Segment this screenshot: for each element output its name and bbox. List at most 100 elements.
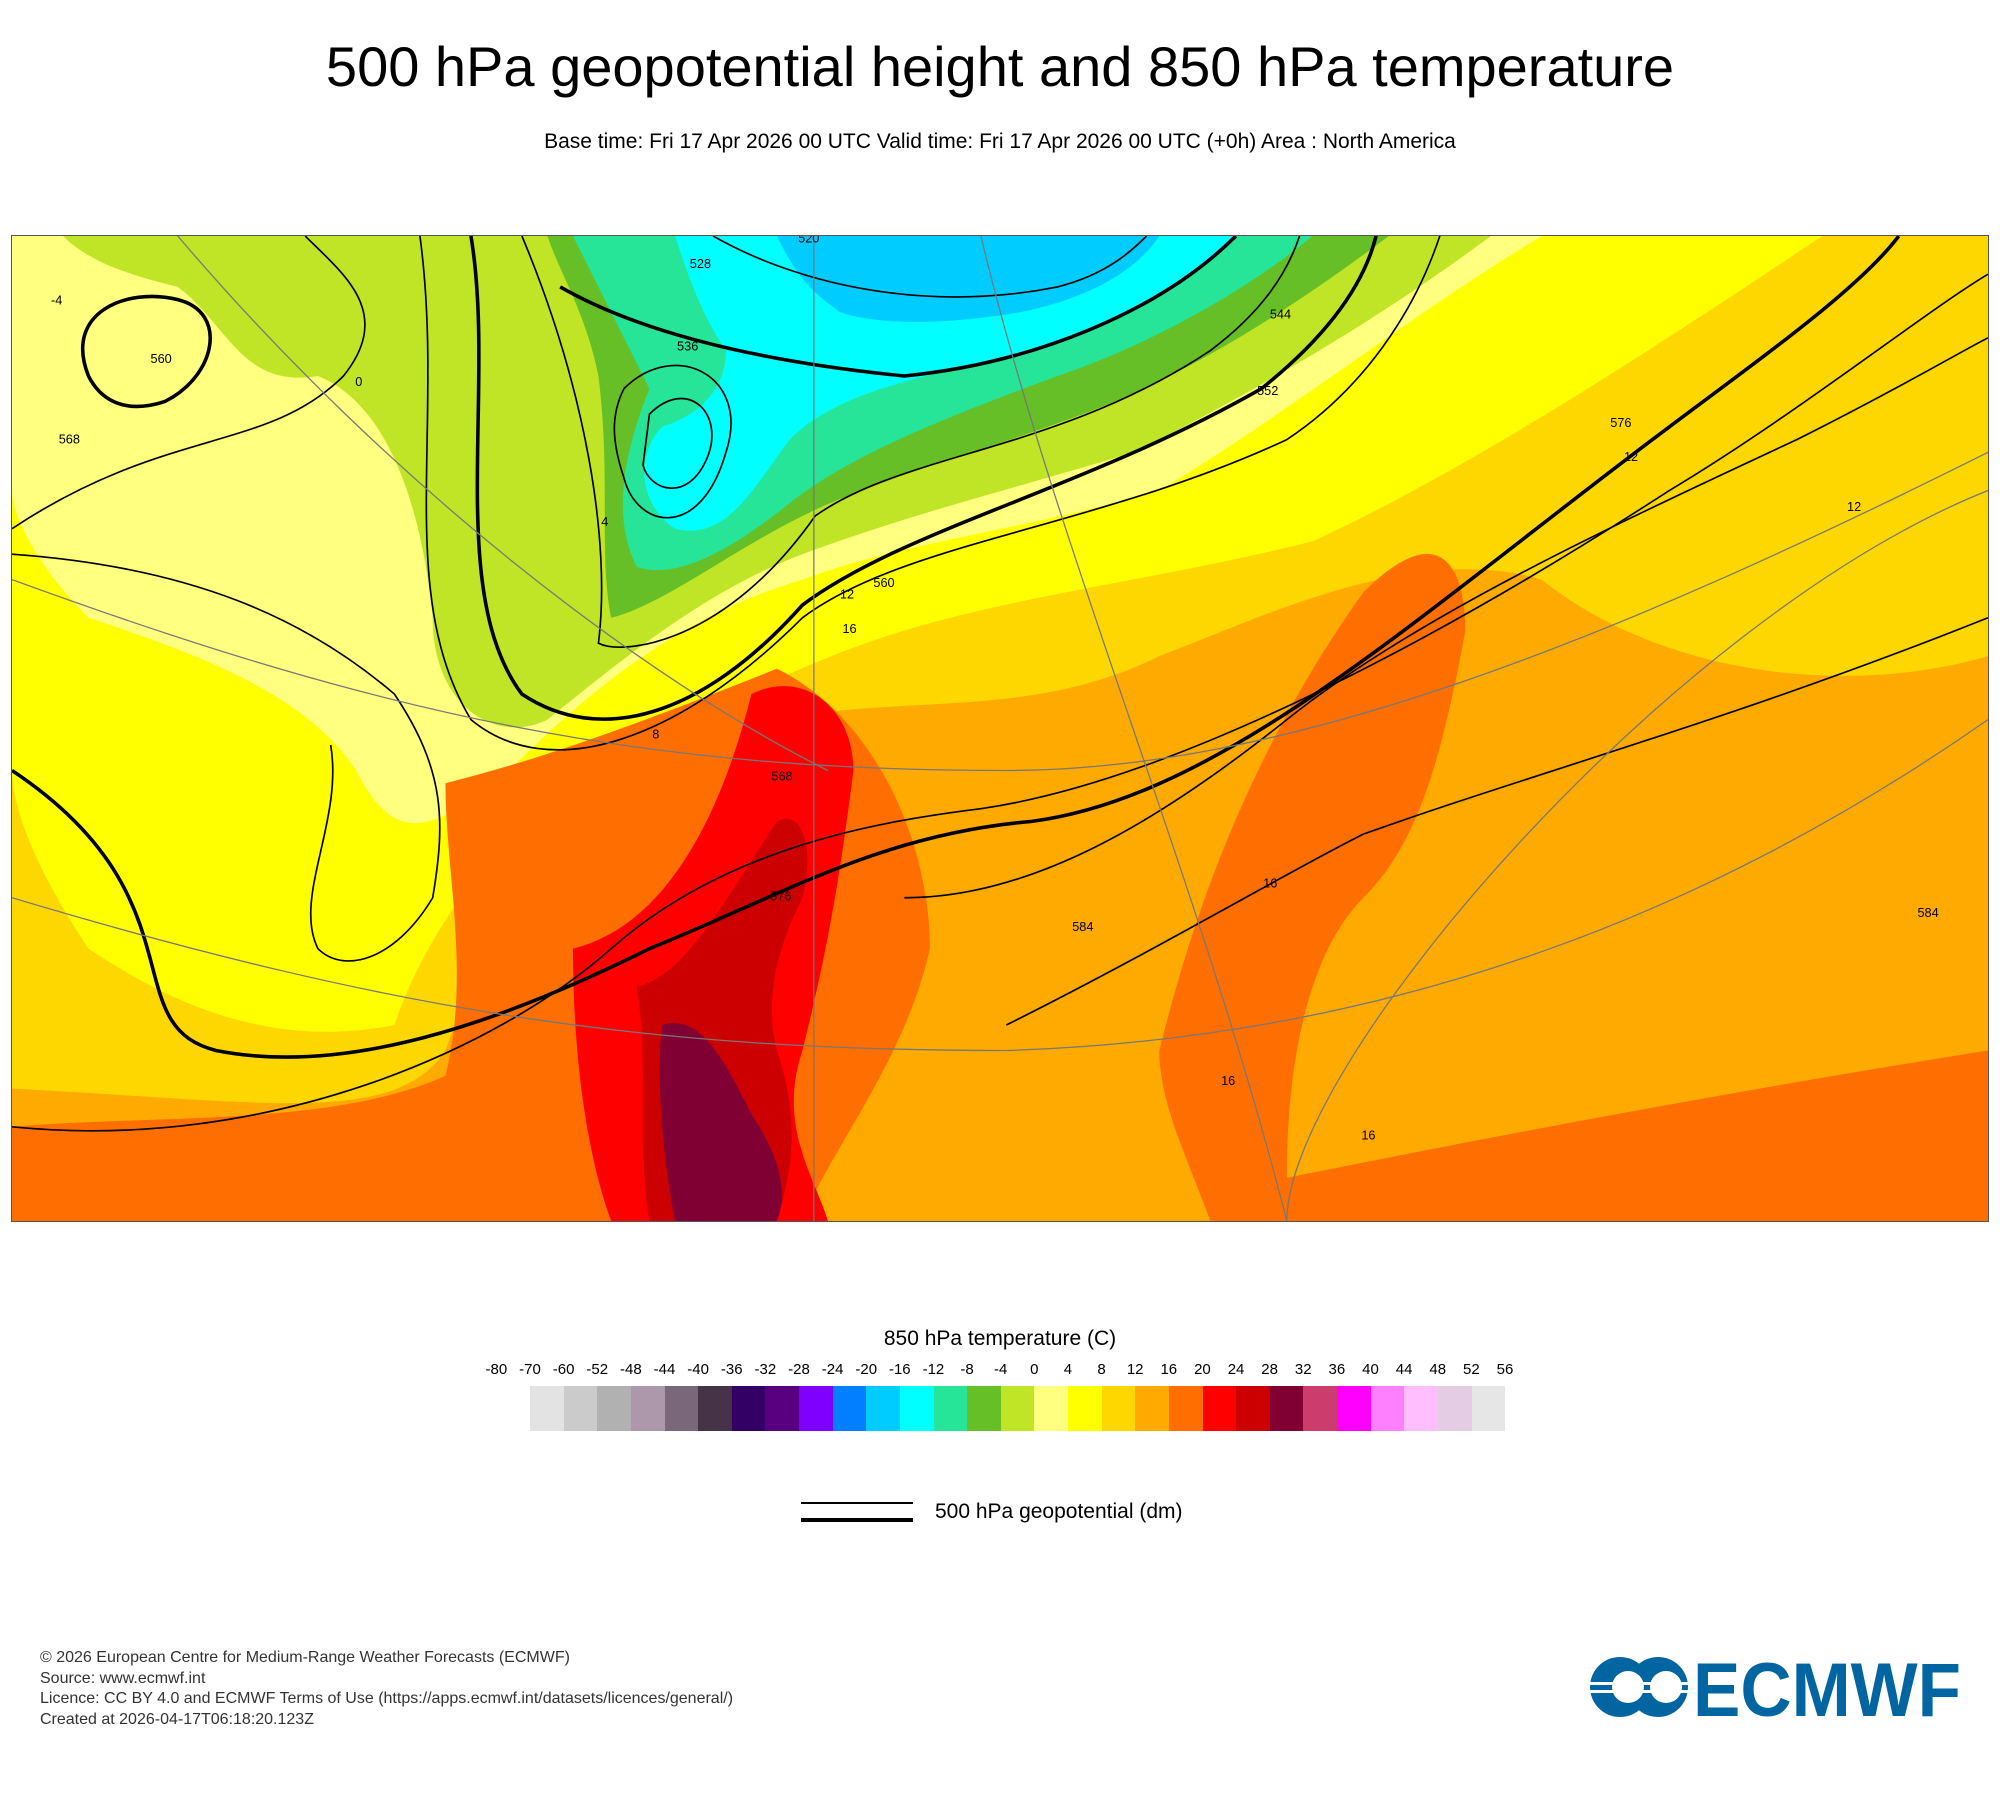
colorbar-swatch	[1337, 1386, 1371, 1431]
colorbar-tick-label: 24	[1227, 1361, 1245, 1378]
colorbar-swatch	[630, 1386, 665, 1431]
chart-title: 500 hPa geopotential height and 850 hPa …	[325, 35, 1675, 98]
contour-label: 544	[1270, 307, 1291, 322]
colorbar-tick-label: -70	[519, 1361, 541, 1378]
colorbar-tick-label: 12	[1126, 1361, 1144, 1378]
colorbar-swatch	[799, 1386, 833, 1431]
colorbar-tick-label: -8	[960, 1361, 974, 1378]
colorbar	[530, 1386, 1506, 1431]
colorbar-tick-label: -44	[653, 1361, 676, 1378]
colorbar-tick-label: 32	[1294, 1361, 1312, 1378]
colorbar-tick-label: -52	[586, 1361, 609, 1378]
colorbar-tick-label: 36	[1328, 1361, 1346, 1378]
colorbar-tick-label: -4	[994, 1361, 1008, 1378]
colorbar-tick-label: 52	[1463, 1361, 1480, 1378]
legend-thick-line	[801, 1518, 913, 1522]
colorbar-tick-label: 44	[1395, 1361, 1413, 1378]
colorbar-swatch	[1202, 1386, 1237, 1431]
map-canvas: 520 528 536 544 552 560 568 576 584 560 …	[12, 236, 1988, 1221]
legend-geopotential-label: 500 hPa geopotential (dm)	[935, 1500, 1183, 1523]
colorbar-tick-label: -24	[821, 1361, 844, 1378]
colorbar-tick-label: -16	[888, 1361, 911, 1378]
colorbar-tick-label: 20	[1194, 1361, 1211, 1378]
contour-label: 16	[1263, 876, 1277, 891]
colorbar-tick-labels: -80 -70 -60 -52 -48 -44 -40 -36 -32 -28 -24 -20 -16-…	[0, 1361, 2000, 1381]
contour-label: 0	[355, 374, 362, 389]
contour-label: 16	[842, 621, 856, 636]
colorbar-swatch	[1101, 1386, 1136, 1431]
contour-label: 12	[1624, 449, 1638, 464]
colorbar-swatch	[765, 1386, 799, 1431]
contour-label: 536	[677, 339, 698, 354]
colorbar-tick-label: -40	[687, 1361, 709, 1378]
colorbar-tick-label: -32	[754, 1361, 777, 1378]
colorbar-swatch	[1068, 1386, 1102, 1431]
contour-label: 528	[690, 256, 711, 271]
contour-label: 16	[1221, 1073, 1235, 1088]
colorbar-tick-label: 56	[1496, 1361, 1514, 1378]
colorbar-swatch	[899, 1386, 934, 1431]
colorbar-swatch	[832, 1386, 867, 1431]
footer-copyright: © 2026 European Centre for Medium-Range …	[40, 1649, 570, 1666]
colorbar-tick-label: 40	[1362, 1361, 1379, 1378]
temp-field-24-28	[659, 1023, 782, 1221]
contour-labels: 520 528 536 544 552 560 568 576 584 560 …	[51, 236, 1939, 1143]
colorbar-tick-label: -60	[552, 1361, 575, 1378]
colorbar-tick-label: 48	[1429, 1361, 1447, 1378]
contour-label: 560	[151, 351, 172, 366]
contour-label: 568	[59, 431, 80, 446]
colorbar-swatch	[1168, 1386, 1203, 1431]
contour-label: 520	[798, 236, 819, 245]
temp-field-cyan	[644, 236, 1236, 531]
colorbar-swatch	[563, 1386, 598, 1431]
colorbar-swatch	[933, 1386, 968, 1431]
colorbar-swatch	[664, 1386, 699, 1431]
contour-label: 8	[652, 727, 659, 742]
graticule-lines	[12, 236, 1988, 1221]
colorbar-swatch	[967, 1386, 1001, 1431]
colorbar-swatch	[1269, 1386, 1304, 1431]
ecmwf-logo: ECMWF	[1588, 1652, 1961, 1722]
colorbar-tick-label: 8	[1097, 1361, 1106, 1378]
colorbar-tick-label: 0	[1030, 1361, 1039, 1378]
contour-label: 12	[840, 587, 854, 602]
contour-label: 12	[1847, 499, 1861, 514]
colorbar-swatch	[1135, 1386, 1169, 1431]
contour-label: 584	[1072, 919, 1093, 934]
colorbar-tick-label: -20	[855, 1361, 878, 1378]
colorbar-swatch	[1236, 1386, 1270, 1431]
contour-label: 4	[601, 514, 608, 529]
colorbar-swatch	[530, 1386, 564, 1431]
colorbar-tick-label: -48	[620, 1361, 642, 1378]
svg-text:ECMWF: ECMWF	[1693, 1652, 1961, 1722]
contour-label: 568	[771, 769, 792, 784]
chart-subtitle: Base time: Fri 17 Apr 2026 00 UTC Valid …	[544, 130, 1456, 153]
colorbar-tick-label: 16	[1160, 1361, 1178, 1378]
footer-licence: Licence: CC BY 4.0 and ECMWF Terms of Us…	[40, 1690, 734, 1707]
contour-label: 16	[1361, 1128, 1375, 1143]
colorbar-swatch	[1000, 1386, 1035, 1431]
contour-label: 552	[1257, 383, 1278, 398]
colorbar-swatch	[1303, 1386, 1337, 1431]
contour-label: -4	[51, 293, 62, 308]
temp-field-light-blue	[776, 236, 1160, 322]
colorbar-tick-label: -28	[788, 1361, 810, 1378]
footer-source: Source: www.ecmwf.int	[40, 1669, 206, 1687]
legend-thin-line	[801, 1502, 913, 1504]
colorbar-swatch	[731, 1386, 766, 1431]
contour-label: 576	[770, 888, 791, 903]
colorbar-tick-label: -12	[922, 1361, 945, 1378]
colorbar-tick-label: -80	[485, 1361, 508, 1378]
colorbar-tick-label: 4	[1063, 1361, 1073, 1378]
temp-field-12-16	[12, 553, 1988, 1221]
colorbar-swatch	[1370, 1386, 1405, 1431]
colorbar-title: 850 hPa temperature (C)	[883, 1327, 1117, 1350]
contour-label: 560	[873, 575, 894, 590]
footer: © 2026 European Centre for Medium-Range …	[40, 1648, 733, 1730]
contour-label: 576	[1610, 415, 1631, 430]
colorbar-swatch	[698, 1386, 732, 1431]
colorbar-swatch	[1034, 1386, 1068, 1431]
colorbar-swatch	[866, 1386, 900, 1431]
contour-label: 584	[1917, 905, 1938, 920]
footer-created: Created at 2026-04-17T06:18:20.123Z	[40, 1710, 314, 1728]
